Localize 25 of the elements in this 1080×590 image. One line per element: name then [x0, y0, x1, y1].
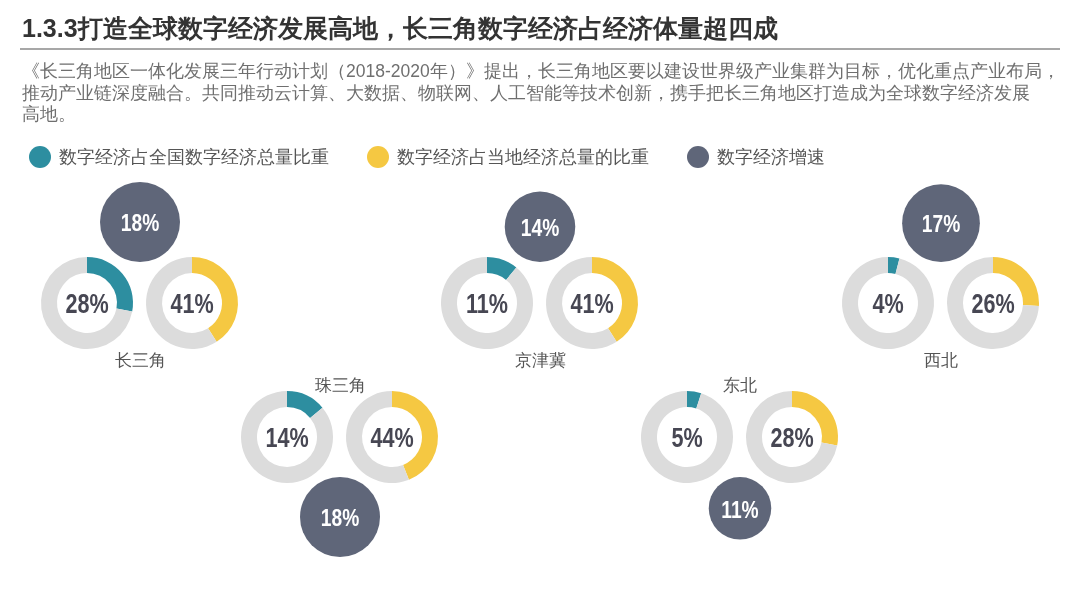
value-label: 11% — [721, 495, 759, 524]
legend-label: 数字经济增速 — [717, 147, 825, 167]
xlabel: 东北 — [723, 376, 757, 395]
center-note: 26% — [971, 289, 1015, 319]
title: 1.3.3打造全球数字经济发展高地，长三角数字经济占经济体量超四成 — [22, 14, 778, 42]
center-note: 41% — [170, 289, 214, 319]
legend-label: 数字经济占全国数字经济总量比重 — [59, 147, 329, 167]
xlabel: 珠三角 — [314, 376, 366, 395]
center-note: 4% — [872, 289, 904, 319]
value-label: 18% — [320, 504, 360, 532]
legend-label: 数字经济占当地经济总量的比重 — [397, 147, 649, 167]
center-note: 11% — [466, 289, 508, 319]
value-label: 18% — [120, 209, 160, 237]
xlabel: 西北 — [924, 351, 958, 370]
center-note: 28% — [65, 289, 109, 319]
center-note: 28% — [770, 423, 814, 453]
center-note: 41% — [570, 289, 614, 319]
value-label: 17% — [921, 210, 961, 238]
xlabel: 长三角 — [114, 351, 166, 370]
subtitle: 《长三角地区一体化发展三年行动计划（2018-2020年）》提出，长三角地区要以建设世界级产业集群为目标，优化重点产业布局，推动产业链深度融合。共同推动云计算、大数据、物联网、人工智能等技术创新，携手把长三角地区打造成为全球数字经济发展高地。 — [22, 61, 1060, 124]
center-note: 14% — [265, 423, 309, 453]
center-note: 5% — [671, 423, 703, 453]
xlabel: 京津冀 — [514, 351, 566, 370]
center-note: 44% — [370, 423, 414, 453]
value-label: 14% — [520, 213, 560, 242]
